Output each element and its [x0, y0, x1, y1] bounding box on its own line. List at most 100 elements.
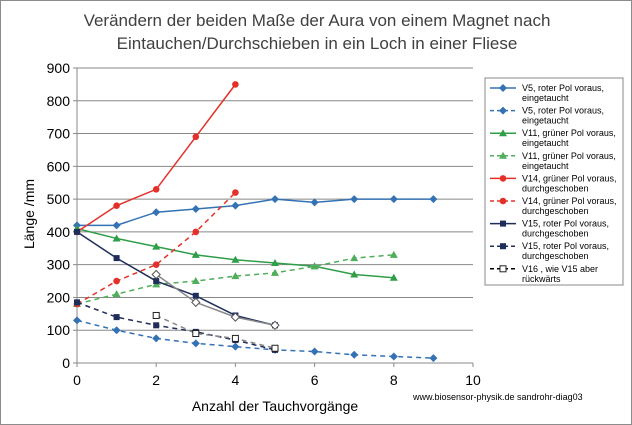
- data-point: [310, 347, 319, 356]
- legend-marker: [499, 151, 507, 159]
- series-3: [73, 224, 398, 281]
- data-point: [191, 297, 201, 308]
- legend-label: V15, roter Pol voraus,: [522, 219, 609, 229]
- data-point: [152, 242, 161, 250]
- axes: [73, 67, 474, 367]
- data-point: [389, 250, 398, 258]
- y-tick-label: 500: [47, 191, 71, 207]
- data-point: [429, 354, 438, 363]
- x-tick-label: 4: [232, 372, 240, 388]
- data-point: [350, 195, 359, 204]
- data-point: [191, 204, 200, 213]
- x-tick-label: 8: [390, 372, 398, 388]
- y-tick-label: 400: [47, 224, 71, 240]
- legend-marker: [499, 175, 507, 182]
- chart-title-line-1: Verändern der beiden Maße der Aura von e…: [83, 11, 551, 30]
- legend-label: V15, roter Pol voraus,: [522, 241, 609, 251]
- series-2: [73, 316, 438, 363]
- y-tick-labels: 0 100 200 300 400 500 600 700 800 900: [47, 60, 71, 371]
- legend-entry: V11, grüner Pol voraus,eingetaucht: [490, 128, 616, 148]
- x-tick-label: 6: [311, 372, 319, 388]
- legend-label: V16 , wie V15 aber: [522, 264, 598, 274]
- legend-label: V14, grüner Pol voraus,: [522, 196, 617, 206]
- data-point: [113, 277, 120, 285]
- data-point: [152, 311, 160, 319]
- data-point: [192, 292, 199, 299]
- legend-label: eingetaucht: [522, 116, 569, 126]
- x-axis-label: Anzahl der Tauchvorgänge: [192, 398, 359, 414]
- series-line: [155, 314, 276, 349]
- data-point: [151, 269, 161, 280]
- legend-label: durchgeschoben: [522, 183, 589, 193]
- data-point: [192, 228, 200, 236]
- gridlines: [77, 67, 473, 331]
- y-axis-label: Länge /mm: [21, 179, 37, 249]
- legend-label: durchgeschoben: [522, 251, 589, 261]
- data-point: [74, 228, 80, 235]
- data-point: [73, 316, 81, 325]
- data-point: [231, 272, 240, 280]
- series-line: [76, 227, 394, 279]
- data-point: [112, 290, 121, 298]
- series-line: [76, 319, 434, 359]
- data-point: [112, 221, 121, 230]
- legend-label: durchgeschoben: [522, 229, 589, 239]
- series-line: [76, 254, 394, 305]
- series-line: [76, 231, 276, 327]
- y-tick-label: 200: [47, 289, 71, 305]
- legend-marker: [499, 84, 507, 92]
- y-tick-label: 800: [47, 93, 71, 109]
- legend-entry: V11, grüner Pol voraus,eingetaucht: [490, 151, 616, 171]
- data-point: [310, 198, 319, 207]
- legend-entry: V15, roter Pol voraus,durchgeschoben: [490, 241, 609, 261]
- legend-entry: V14, grüner Pol voraus,durchgeschoben: [490, 196, 617, 216]
- series-line: [76, 192, 236, 305]
- legend-entry: V15, roter Pol voraus,durchgeschoben: [490, 219, 609, 239]
- series-line: [77, 198, 434, 227]
- series-10: [152, 311, 279, 352]
- data-point: [113, 255, 120, 262]
- data-point: [389, 195, 398, 204]
- data-point: [271, 259, 279, 267]
- data-point: [310, 262, 319, 270]
- data-point: [192, 330, 200, 337]
- data-point: [231, 334, 239, 342]
- legend-label: eingetaucht: [522, 138, 569, 148]
- data-point: [152, 185, 160, 193]
- data-point: [152, 261, 160, 268]
- data-point: [152, 208, 161, 217]
- x-tick-label: 10: [465, 372, 481, 388]
- y-tick-label: 700: [47, 126, 71, 142]
- data-point: [350, 350, 359, 359]
- data-point: [112, 326, 121, 335]
- series-group: [73, 81, 438, 363]
- legend-box: [484, 77, 624, 286]
- y-tick-label: 900: [47, 60, 71, 76]
- data-point: [230, 312, 241, 322]
- x-tick-label: 0: [73, 372, 81, 388]
- data-point: [429, 195, 438, 204]
- source-credit: www.biosensor-physik.de sandrohr-diag03: [413, 392, 583, 402]
- chart-title-line-2: Eintauchen/Durchschieben in ein Loch in …: [116, 34, 518, 53]
- data-point: [389, 352, 398, 361]
- legend-label: V11, grüner Pol voraus,: [522, 151, 616, 161]
- legend-entry: V5, roter Pol voraus,eingetaucht: [490, 106, 604, 126]
- legend-label: V11, grüner Pol voraus,: [522, 128, 616, 138]
- data-point: [152, 334, 161, 343]
- x-tick-label: 2: [152, 372, 160, 388]
- legend-marker: [499, 129, 507, 137]
- y-tick-label: 0: [62, 355, 70, 371]
- data-point: [271, 195, 279, 204]
- legend-label: eingetaucht: [522, 93, 569, 103]
- legend-marker: [499, 106, 507, 115]
- series-line: [76, 301, 276, 351]
- legend-marker: [500, 220, 506, 227]
- data-point: [191, 250, 200, 258]
- data-point: [231, 342, 240, 351]
- data-point: [153, 278, 160, 285]
- series-1: [73, 195, 438, 230]
